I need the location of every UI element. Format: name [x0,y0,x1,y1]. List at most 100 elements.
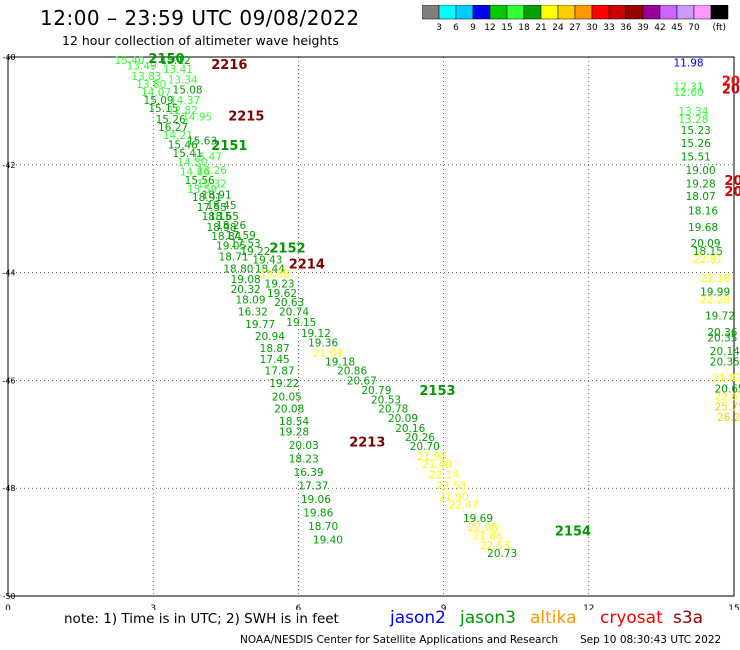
wave-height-value: 20.94 [255,331,285,343]
wave-height-value: 20.70 [410,441,440,453]
altimeter-map: 0 3 6 9 12 15-40-42-44-46-48-5015.4013.4913.8… [2,52,740,610]
colorbar-label: 24 [552,23,564,33]
wave-height-value: 13.34 [678,106,708,118]
wave-height-value: 20.16 [395,423,425,435]
wave-height-value: 15.59 [187,184,217,196]
wave-height-value: 18.07 [686,191,716,203]
wave-height-value: 18.91 [192,192,222,204]
wave-height-value: 20.65 [715,383,740,395]
wave-height-value: 18.09 [235,295,265,307]
wave-height-value: 19.86 [303,507,333,519]
y-tick-label: -44 [2,269,15,278]
wave-height-value: 14.95 [182,111,212,123]
wave-height-value: 15.26 [681,138,711,150]
colorbar-swatch [710,5,729,20]
wave-height-value: 19.36 [308,338,338,350]
wave-height-value: 13.34 [168,75,198,87]
wave-height-value: 11.98 [674,57,704,69]
wave-height-value: 19.00 [686,165,716,177]
legend-note: note: 1) Time is in UTC; 2) SWH is in fe… [64,611,339,627]
wave-height-value: 15.15 [148,103,178,115]
wave-height-value: 21.96 [417,451,447,463]
wave-height-value: 22.67 [715,392,740,404]
footer-timestamp: Sep 10 08:30:43 UTC 2022 [580,634,722,646]
track-id-label: 2215 [228,109,264,124]
colorbar-label: 39 [637,23,649,33]
colorbar-label: 30 [586,23,598,33]
track-id-label: 2213 [349,435,385,450]
page-subtitle: 12 hour collection of altimeter wave hei… [62,33,339,48]
wave-height-value: 19.68 [688,222,718,234]
wave-height-value: 19.62 [267,288,297,300]
wave-height-value: 20.03 [289,440,319,452]
wave-height-value: 22.81 [693,254,723,266]
wave-height-value: 15.08 [173,84,203,96]
wave-height-value: 22.58 [436,481,466,493]
wave-height-value: 15.41 [173,148,203,160]
wave-height-value: 20.36 [707,327,737,339]
wave-height-value: 26.20 [717,412,740,424]
wave-height-value: 19.88 [260,269,290,281]
track-id-label: 2153 [419,384,455,399]
colorbar-label: 33 [603,23,614,33]
wave-height-value: 22.28 [700,295,730,307]
wave-height-value: 20.78 [378,403,408,415]
wave-height-value: 18.80 [223,263,253,275]
map-frame [7,56,735,597]
wave-height-value: 20.86 [337,366,367,378]
wave-height-value: 20.53 [371,394,401,406]
wave-height-value: 13.83 [131,71,161,83]
wave-height-value: 19.77 [245,319,275,331]
wave-height-value: 13.80 [136,79,166,91]
wave-height-value: 25.75 [715,401,740,413]
wave-height-value: 13.28 [678,114,708,126]
wave-height-value: 12.60 [674,87,704,99]
track-id-label: 20 [724,174,740,189]
wave-height-value: 15.26 [156,114,186,126]
wave-height-value: 18.98 [206,222,236,234]
x-tick-label: 9 [441,604,447,610]
legend-jason2: jason2 [390,608,446,628]
wave-height-value: 21.90 [439,491,469,503]
wave-height-value: 18.87 [260,343,290,355]
wave-height-value: 15.63 [187,136,217,148]
colorbar-label: 45 [671,23,682,33]
wave-height-value: 19.69 [463,513,493,525]
wave-height-value: 20.63 [274,297,304,309]
wave-height-value: 19.22 [240,246,270,258]
wave-height-value: 15.32 [197,179,227,191]
wave-height-value: 20.09 [690,238,720,250]
wave-height-value: 16.39 [294,467,324,479]
colorbar-label: 27 [569,23,580,33]
wave-height-value: 21.82 [712,373,740,385]
colorbar-label: 36 [620,23,632,33]
colorbar-label: 42 [654,23,665,33]
wave-height-value: 15.23 [681,125,711,137]
wave-height-value: 19.28 [686,179,716,191]
wave-height-value: 19.43 [252,255,282,267]
y-tick-label: -50 [2,592,15,601]
wave-height-value: 13.49 [127,61,157,73]
wave-height-value: 21.40 [422,459,452,471]
wave-height-value: 14.37 [170,95,200,107]
wave-height-value: 18.26 [216,220,246,232]
wave-height-value: 21.04 [313,347,343,359]
y-tick-label: -48 [2,484,15,493]
wave-height-value: 14.07 [141,87,171,99]
wave-height-value: 19.22 [269,378,299,390]
colorbar-label: 9 [470,23,476,33]
colorbar-label: 3 [436,23,442,33]
wave-height-value: 15.40 [114,55,144,67]
x-tick-label: 6 [296,604,302,610]
legend-cryosat: cryosat [600,608,663,628]
track-id-label: 201 [722,82,740,97]
wave-height-value: 18.71 [219,251,249,263]
wave-height-value: 12.31 [674,82,704,94]
wave-height-value: 22.08 [468,522,498,534]
track-id-label: 2152 [269,241,305,256]
wave-height-value: 13.26 [197,165,227,177]
wave-height-value: 22.47 [448,499,478,511]
wave-height-value: 21.86 [473,531,503,543]
x-tick-label: 3 [150,604,156,610]
footer-credit: NOAA/NESDIS Center for Satellite Applica… [240,634,558,646]
